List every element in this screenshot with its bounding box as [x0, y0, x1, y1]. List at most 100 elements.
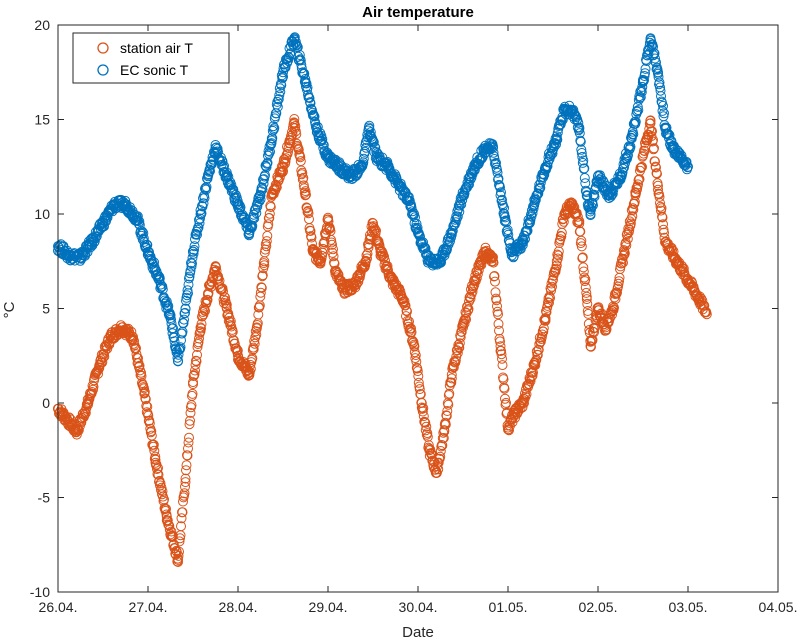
data-point: [533, 344, 544, 355]
data-point: [425, 444, 436, 455]
data-point: [655, 201, 666, 212]
data-point: [364, 123, 375, 134]
data-point: [251, 208, 262, 218]
x-tick-label: 30.04.: [399, 599, 438, 615]
data-point: [87, 380, 98, 391]
data-point: [441, 410, 452, 421]
data-point: [493, 309, 503, 320]
data-point: [192, 229, 202, 240]
data-point: [182, 450, 193, 461]
data-point: [148, 439, 159, 450]
data-point: [493, 318, 504, 329]
data-point: [221, 298, 231, 309]
data-point: [202, 294, 213, 305]
data-point: [544, 297, 554, 308]
data-point: [197, 310, 208, 321]
data-point: [181, 465, 191, 476]
data-point: [272, 96, 283, 107]
data-point: [532, 350, 543, 360]
data-point: [619, 162, 629, 173]
data-point: [454, 338, 465, 349]
data-point: [439, 426, 450, 437]
data-point: [185, 407, 196, 418]
data-point: [586, 202, 597, 212]
legend: station air T EC sonic T: [72, 32, 230, 84]
data-marks: [53, 32, 712, 567]
data-point: [416, 398, 427, 408]
data-point: [256, 282, 267, 293]
x-tick-label: 02.05.: [579, 599, 618, 615]
data-point: [446, 369, 457, 380]
data-point: [578, 262, 589, 273]
data-point: [624, 224, 635, 235]
data-point: [625, 218, 636, 229]
data-point: [463, 304, 474, 314]
data-point: [558, 216, 569, 227]
data-point: [576, 241, 587, 252]
data-point: [140, 394, 151, 405]
data-point: [251, 329, 262, 340]
data-point: [194, 214, 204, 225]
data-point: [254, 196, 265, 207]
data-point: [649, 143, 659, 154]
data-point: [618, 159, 629, 170]
data-point: [180, 303, 191, 314]
data-point: [183, 437, 194, 448]
data-point: [409, 341, 420, 352]
data-point: [305, 98, 316, 109]
data-point: [614, 276, 624, 287]
data-point: [446, 373, 457, 384]
data-point: [529, 199, 540, 210]
data-point: [457, 195, 468, 205]
data-point: [510, 407, 521, 418]
data-point: [143, 246, 153, 257]
data-point: [488, 142, 498, 153]
data-point: [411, 356, 422, 367]
data-point: [195, 209, 206, 219]
data-point: [569, 202, 580, 213]
data-point: [410, 212, 420, 223]
data-point: [382, 261, 393, 271]
data-point: [187, 252, 198, 263]
data-point: [248, 344, 259, 355]
data-point: [338, 284, 348, 295]
data-point: [203, 171, 213, 182]
data-point: [142, 239, 153, 250]
plot-area: [58, 25, 778, 592]
data-point: [628, 204, 639, 215]
data-point: [298, 172, 309, 183]
x-tick-label: 27.04.: [129, 599, 168, 615]
data-point: [315, 256, 326, 267]
data-point: [398, 294, 408, 305]
data-point: [501, 397, 511, 408]
data-point: [309, 111, 320, 122]
data-point: [356, 161, 367, 172]
data-point: [190, 234, 200, 245]
data-point: [448, 362, 459, 373]
data-point: [618, 250, 629, 261]
data-point: [495, 341, 506, 352]
data-point: [323, 212, 333, 223]
data-point: [502, 228, 513, 239]
data-point: [406, 327, 417, 338]
data-point: [327, 239, 337, 250]
data-point: [651, 57, 661, 68]
data-point: [161, 511, 172, 522]
data-point: [268, 121, 279, 132]
data-point: [248, 209, 259, 220]
data-point: [407, 206, 418, 217]
data-point: [610, 294, 621, 305]
data-point: [579, 272, 590, 283]
data-point: [289, 118, 300, 129]
data-point: [645, 118, 656, 129]
data-point: [225, 320, 236, 331]
data-point: [261, 241, 272, 252]
data-point: [388, 274, 399, 285]
data-point: [499, 209, 510, 219]
data-point: [150, 454, 161, 465]
data-point: [551, 131, 562, 142]
data-point: [634, 174, 645, 185]
data-point: [489, 271, 500, 281]
data-point: [498, 200, 508, 211]
data-point: [480, 246, 491, 257]
